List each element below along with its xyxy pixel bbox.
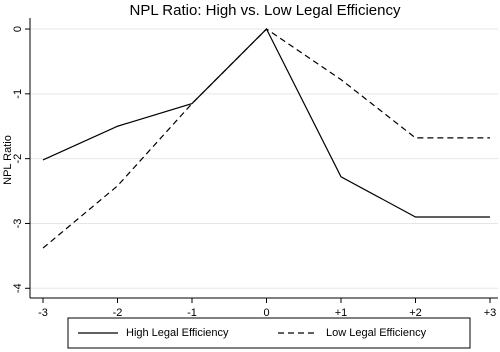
y-tick-label: -3 bbox=[12, 219, 24, 229]
x-tick-label: 0 bbox=[263, 307, 269, 319]
x-tick-label: +2 bbox=[409, 307, 422, 319]
y-tick-label: -4 bbox=[12, 283, 24, 293]
line-series bbox=[42, 28, 490, 249]
line-series bbox=[42, 28, 490, 218]
legend-box bbox=[67, 317, 471, 349]
chart-title: NPL Ratio: High vs. Low Legal Efficiency bbox=[130, 2, 401, 19]
y-tick-label: -2 bbox=[12, 154, 24, 164]
y-axis-label: NPL Ratio bbox=[2, 135, 14, 185]
y-tick-label: -1 bbox=[12, 89, 24, 99]
x-tick-label: -1 bbox=[187, 307, 197, 319]
x-tick-label: +3 bbox=[484, 307, 497, 319]
y-tick-label: 0 bbox=[12, 26, 24, 32]
x-tick-label: -3 bbox=[38, 307, 48, 319]
x-tick-label: +1 bbox=[335, 307, 348, 319]
legend-label: Low Legal Efficiency bbox=[326, 327, 427, 339]
legend-label: High Legal Efficiency bbox=[126, 327, 229, 339]
x-tick-label: -2 bbox=[113, 307, 123, 319]
